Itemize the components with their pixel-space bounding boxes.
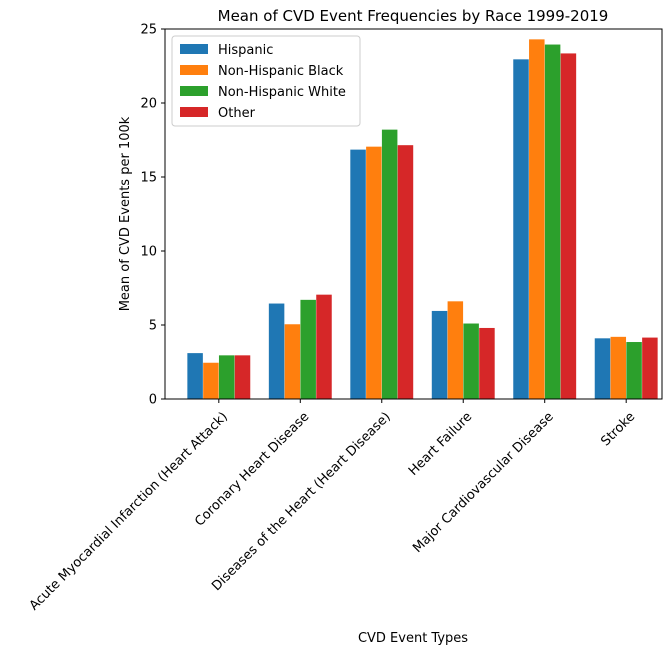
bar-hispanic-5	[594, 338, 611, 399]
legend-label: Hispanic	[218, 43, 273, 58]
bar-other-3	[479, 327, 495, 399]
x-axis: Acute Myocardial Infarction (Heart Attac…	[27, 399, 638, 614]
bar-other-2	[397, 145, 414, 399]
x-axis-label: CVD Event Types	[358, 631, 468, 646]
bar-other-0	[234, 355, 251, 399]
y-tick-label: 25	[140, 23, 157, 38]
x-tick-label: Major Cardiovascular Disease	[410, 409, 557, 556]
bar-non-hispanic-white-3	[463, 323, 479, 399]
y-tick-label: 20	[140, 97, 157, 112]
bar-non-hispanic-black-5	[610, 336, 627, 399]
legend-swatch	[180, 107, 208, 117]
legend-label: Other	[218, 106, 256, 121]
bar-non-hispanic-white-2	[381, 129, 398, 399]
x-tick-label: Heart Failure	[406, 409, 475, 478]
legend-swatch	[180, 65, 208, 75]
bar-hispanic-0	[187, 353, 203, 399]
legend: Hispanic Non-Hispanic Black Non-Hispanic W…	[171, 35, 361, 127]
bars	[187, 39, 658, 400]
x-tick-label: Stroke	[598, 409, 638, 449]
bar-non-hispanic-white-1	[300, 299, 316, 399]
bar-hispanic-4	[513, 59, 529, 400]
legend-box	[171, 35, 361, 127]
bar-hispanic-3	[431, 310, 448, 399]
y-tick-label: 10	[140, 245, 157, 260]
legend-label: Non-Hispanic White	[218, 85, 346, 100]
bar-hispanic-2	[350, 149, 366, 399]
bar-non-hispanic-black-3	[447, 301, 464, 399]
y-axis-label: Mean of CVD Events per 100k	[118, 116, 133, 311]
bar-hispanic-1	[268, 303, 285, 399]
bar-other-1	[316, 294, 332, 399]
bar-other-4	[560, 53, 577, 400]
bar-non-hispanic-white-4	[544, 44, 561, 399]
y-tick-label: 0	[149, 393, 157, 408]
bar-non-hispanic-black-4	[529, 39, 545, 400]
plot-frame	[164, 28, 663, 400]
legend-swatch	[180, 86, 208, 96]
legend-swatch	[180, 44, 208, 54]
bar-non-hispanic-black-0	[203, 362, 219, 399]
y-axis: 0 5 10 15 20 25	[140, 23, 165, 408]
bar-non-hispanic-white-5	[626, 342, 642, 399]
bar-other-5	[642, 337, 658, 399]
legend-label: Non-Hispanic Black	[218, 64, 344, 79]
y-tick-label: 5	[149, 319, 157, 334]
bar-non-hispanic-black-2	[366, 146, 382, 399]
x-tick-label: Diseases of the Heart (Heart Disease)	[209, 409, 394, 594]
chart-title: Mean of CVD Event Frequencies by Race 19…	[218, 7, 609, 25]
y-tick-label: 15	[140, 171, 157, 186]
bar-non-hispanic-white-0	[218, 355, 235, 399]
bar-non-hispanic-black-1	[284, 324, 301, 399]
